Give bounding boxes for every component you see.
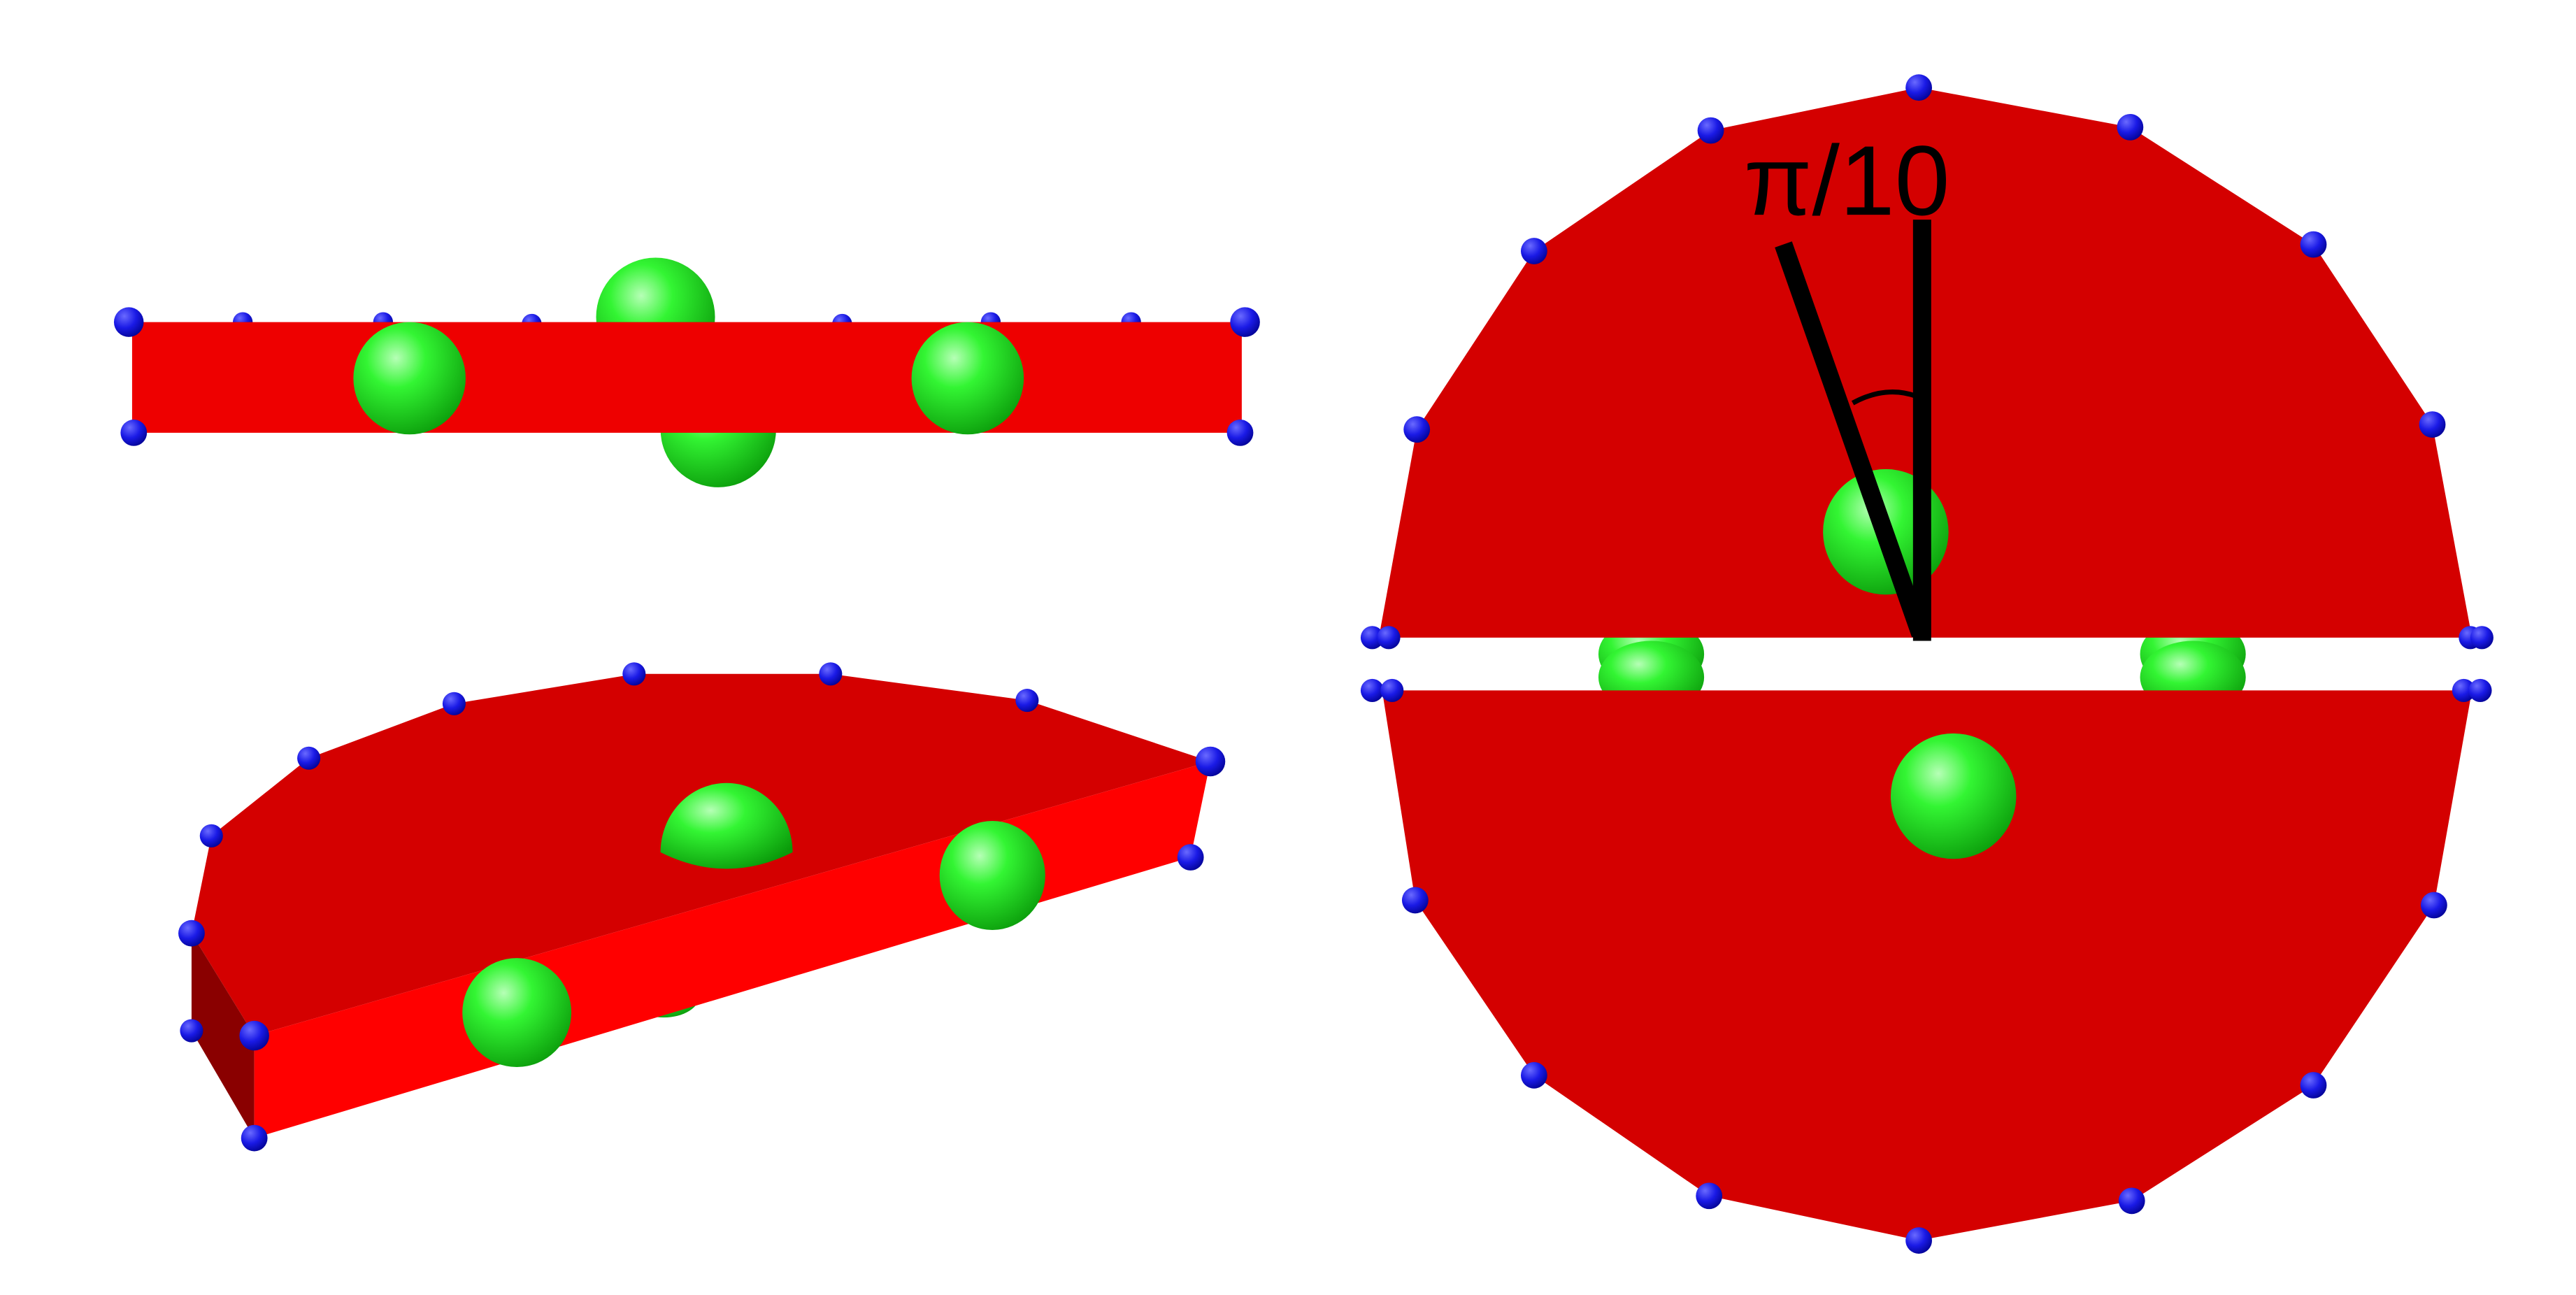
side-view-corner-vertices (113, 307, 1260, 446)
perspective-end-face (191, 933, 255, 1138)
sphere-lower-center (1890, 733, 2017, 859)
top-view: π/10 (1360, 74, 2493, 1254)
sphere-left-front (353, 322, 466, 435)
perspective-vertices (178, 662, 1226, 1152)
lower-half-polygon (1382, 690, 2473, 1241)
sphere-right-front (911, 322, 1024, 435)
perspective-view (178, 662, 1226, 1152)
sphere-front-left (462, 958, 572, 1068)
side-view-slab (131, 322, 1242, 433)
sphere-front-right (939, 821, 1045, 930)
side-view (113, 257, 1260, 487)
angle-annotation: π/10 (1744, 126, 1950, 641)
sphere-on-top-face (660, 782, 793, 869)
angle-label: π/10 (1744, 126, 1950, 236)
rotated-reference-line (1775, 241, 1929, 638)
angle-arc (1851, 389, 1918, 406)
top-view-vertices (1360, 74, 2493, 1254)
